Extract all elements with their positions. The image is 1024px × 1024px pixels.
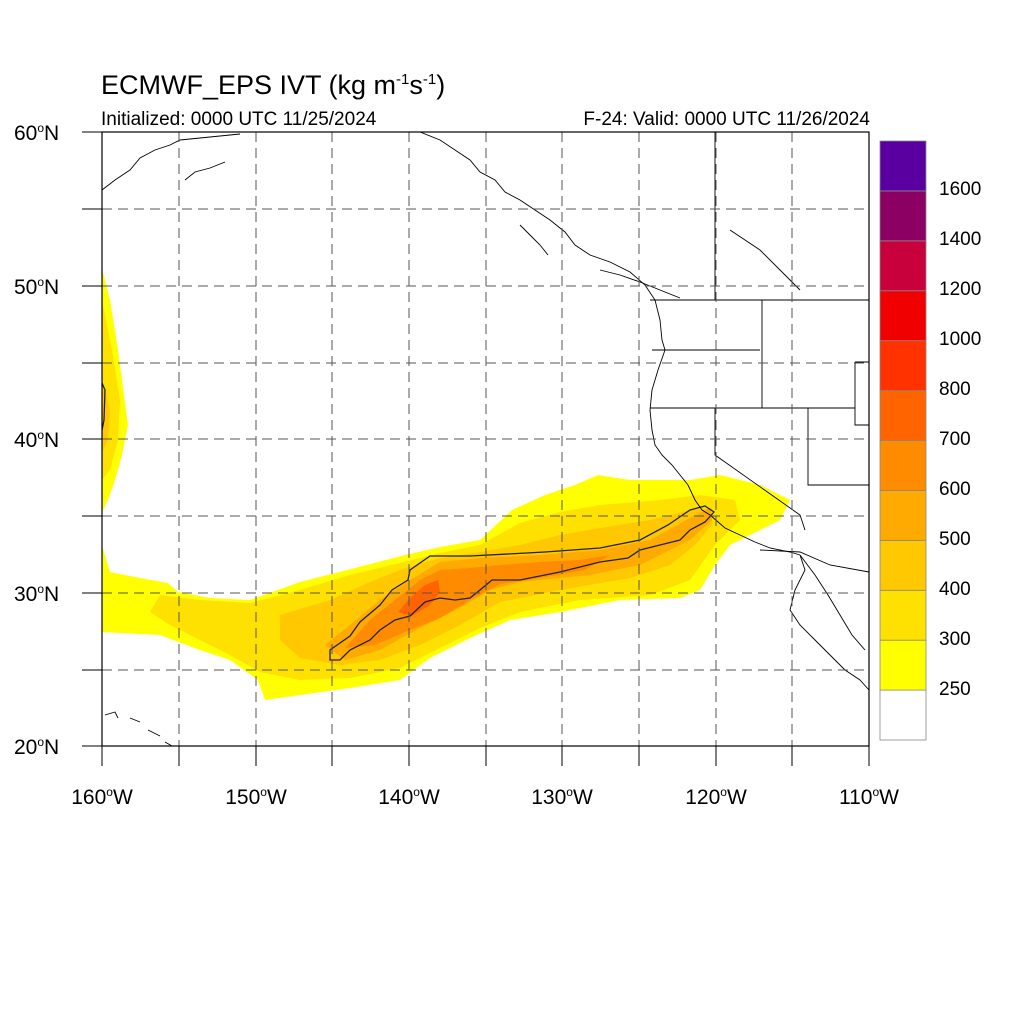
- lat-label-20: 20oN: [14, 735, 60, 759]
- canada-islands: [519, 224, 681, 299]
- colorbar-segment: [879, 340, 927, 391]
- colorbar-label: 1000: [939, 329, 982, 350]
- baja-coast: [789, 554, 869, 691]
- state-borders: [650, 132, 869, 531]
- colorbar-segment: [879, 140, 927, 192]
- colorbar-label: 700: [939, 429, 971, 450]
- colorbar-segment: [879, 440, 927, 491]
- ivt-contour-700: [329, 505, 715, 661]
- colorbar-label: 800: [939, 379, 971, 400]
- colorbar-label: 600: [939, 479, 971, 500]
- colorbar-label: 300: [939, 629, 971, 650]
- ivt-shading: [102, 268, 790, 700]
- colorbar-segment: [879, 539, 927, 591]
- lat-label-30: 30oN: [14, 582, 60, 606]
- colorbar-label: 1600: [939, 179, 982, 200]
- colorbar-label: 1400: [939, 229, 982, 250]
- lon-label-130w: 130oW: [531, 785, 593, 809]
- colorbar-segment: [879, 689, 927, 741]
- ivt-band-600: [345, 555, 610, 648]
- colorbar-segment: [879, 290, 927, 342]
- ivt-band-700: [398, 580, 440, 616]
- lon-label-120w: 120oW: [685, 785, 747, 809]
- colorbar-label: 400: [939, 579, 971, 600]
- alaska-coast: [102, 132, 666, 351]
- map-title: ECMWF_EPS IVT (kg m-1s-1): [101, 70, 446, 100]
- graticule: [102, 132, 869, 746]
- colorbar-segment: [879, 390, 927, 441]
- colorbar-segment: [879, 589, 927, 641]
- us-mexico-border: [759, 549, 869, 573]
- colorbar: [879, 140, 927, 741]
- hawaii: [104, 711, 173, 746]
- colorbar-segment: [879, 639, 927, 691]
- lon-label-110w: 110oW: [839, 785, 899, 809]
- initialized-time: Initialized: 0000 UTC 11/25/2024: [101, 109, 377, 130]
- lat-label-40: 40oN: [14, 428, 60, 452]
- colorbar-segment: [879, 240, 927, 292]
- coastlines: [102, 132, 869, 746]
- ivt-band-400-north: [102, 380, 110, 452]
- colorbar-segment: [879, 490, 927, 541]
- lon-label-150w: 150oW: [225, 785, 287, 809]
- axis-ticks: [82, 131, 870, 766]
- colorbar-label: 1200: [939, 279, 982, 300]
- colorbar-segment: [879, 190, 927, 242]
- valid-time: F-24: Valid: 0000 UTC 11/26/2024: [583, 109, 870, 130]
- us-west-coast: [649, 349, 801, 556]
- lon-label-140w: 140oW: [378, 785, 440, 809]
- ivt-contour-700-north: [102, 382, 106, 431]
- colorbar-label: 250: [939, 679, 971, 700]
- lat-label-50: 50oN: [14, 275, 60, 299]
- lon-label-160w: 160oW: [71, 785, 133, 809]
- lat-label-60: 60oN: [14, 121, 60, 145]
- colorbar-label: 500: [939, 529, 971, 550]
